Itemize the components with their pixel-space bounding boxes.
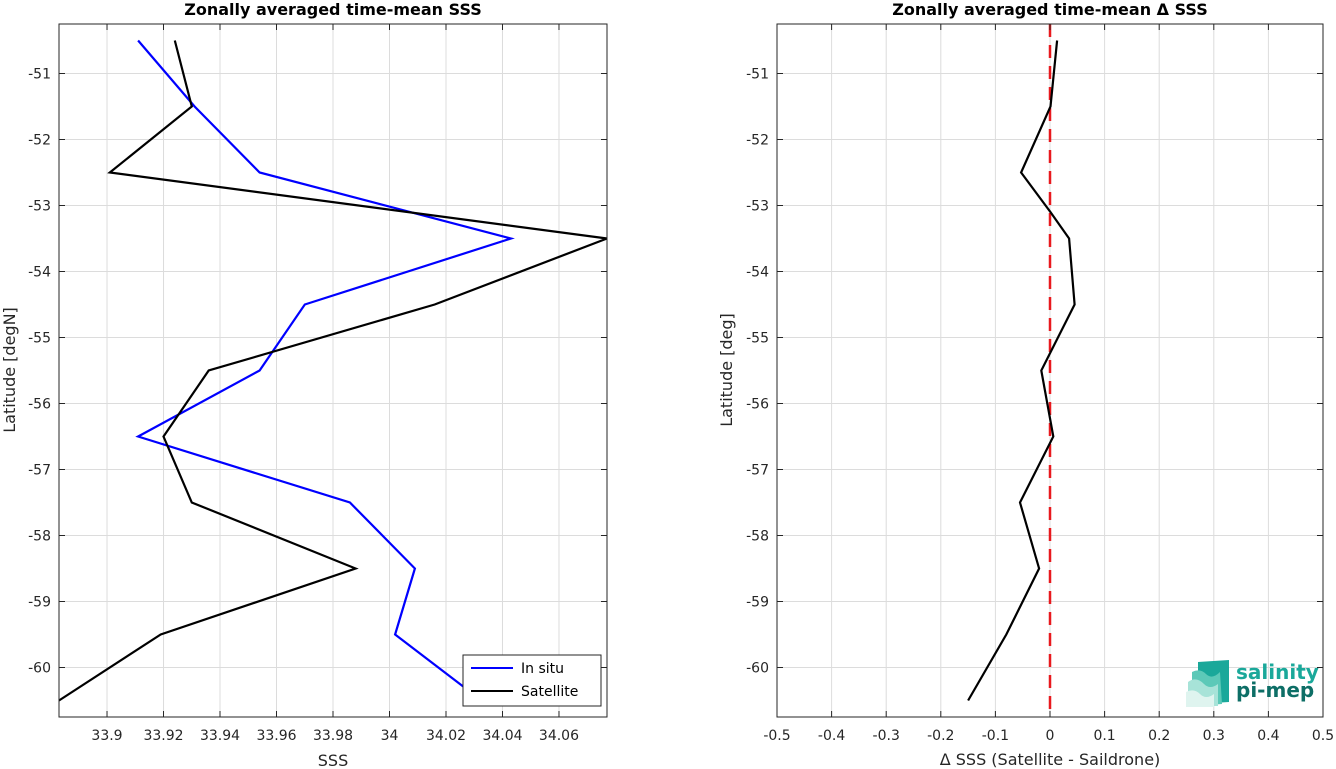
left-y-axis-label: Latitude [degN] (0, 307, 19, 433)
right-x-tick-label: 0.5 (1312, 728, 1334, 744)
right-y-tick-label: -54 (746, 265, 769, 281)
right-y-tick-label: -56 (746, 397, 769, 413)
legend: In situ Satellite (462, 654, 602, 707)
legend-satellite-label: Satellite (521, 684, 578, 700)
right-y-tick-label: -60 (746, 661, 769, 677)
right-x-ticks: -0.5 -0.4 -0.3 -0.2 -0.1 0 0.1 0.2 0.3 0.4 0.5 (763, 24, 1334, 744)
right-series-lines (967, 40, 1076, 702)
right-x-tick-label: -0.3 (873, 728, 900, 744)
left-y-tick-label: -58 (28, 529, 51, 545)
left-x-tick-label: 33.9 (91, 728, 122, 744)
logo-text-pi-mep: pi-mep (1236, 678, 1314, 702)
right-y-tick-label: -57 (746, 463, 769, 479)
right-x-tick-label: -0.4 (818, 728, 845, 744)
left-y-tick-label: -51 (28, 67, 51, 83)
right-x-tick-label: -0.5 (763, 728, 790, 744)
right-y-tick-label: -58 (746, 529, 769, 545)
legend-box (462, 654, 602, 707)
left-series-0-line (135, 39, 515, 692)
right-x-tick-label: -0.1 (982, 728, 1009, 744)
left-y-tick-label: -57 (28, 463, 51, 479)
left-y-ticks: -51 -52 -53 -54 -55 -56 -57 -58 -59 -60 (28, 67, 607, 677)
right-y-axis-label: Latitude [deg] (717, 313, 736, 427)
left-series-1-line (58, 40, 608, 702)
right-chart: Zonally averaged time-mean Δ SSS -0.5 -0.… (717, 0, 1334, 769)
right-x-tick-label: -0.2 (927, 728, 954, 744)
left-y-tick-label: -53 (28, 199, 51, 215)
left-y-tick-label: -55 (28, 331, 51, 347)
right-x-tick-label: 0.4 (1257, 728, 1279, 744)
right-y-tick-label: -53 (746, 199, 769, 215)
left-x-tick-label: 33.96 (256, 728, 296, 744)
left-y-tick-label: -60 (28, 661, 51, 677)
legend-in-situ-label: In situ (521, 661, 564, 677)
left-x-tick-label: 33.94 (200, 728, 240, 744)
right-x-axis-label: Δ SSS (Satellite - Saildrone) (940, 750, 1161, 769)
left-x-ticks: 33.9 33.92 33.94 33.96 33.98 34 34.02 34.04 34.0… (91, 24, 579, 744)
right-x-tick-label: 0 (1046, 728, 1055, 744)
right-y-tick-label: -55 (746, 331, 769, 347)
left-x-tick-label: 34.06 (539, 728, 579, 744)
logo-text-salinity: salinity (1236, 660, 1319, 684)
right-y-tick-label: -52 (746, 133, 769, 149)
left-chart: Zonally averaged time-mean SSS 33.9 33.92… (0, 0, 608, 769)
left-y-tick-label: -56 (28, 397, 51, 413)
left-series-lines (58, 39, 608, 702)
left-x-axis-label: SSS (318, 751, 348, 769)
left-x-tick-label: 33.92 (143, 728, 183, 744)
right-y-tick-label: -59 (746, 595, 769, 611)
left-chart-title: Zonally averaged time-mean SSS (184, 0, 482, 19)
salinity-pi-mep-logo: salinity pi-mep (1186, 660, 1319, 707)
logo-wave-icon (1186, 660, 1229, 707)
left-x-tick-label: 34.04 (482, 728, 522, 744)
left-x-tick-label: 33.98 (313, 728, 353, 744)
right-series-0-line (967, 40, 1076, 702)
left-x-tick-label: 34 (381, 728, 399, 744)
left-y-tick-label: -52 (28, 133, 51, 149)
left-y-tick-label: -59 (28, 595, 51, 611)
right-chart-title: Zonally averaged time-mean Δ SSS (892, 0, 1208, 19)
right-x-tick-label: 0.1 (1093, 728, 1115, 744)
right-x-tick-label: 0.3 (1203, 728, 1225, 744)
left-y-tick-label: -54 (28, 265, 51, 281)
right-y-tick-label: -51 (746, 67, 769, 83)
left-x-tick-label: 34.02 (426, 728, 466, 744)
right-x-tick-label: 0.2 (1148, 728, 1170, 744)
right-y-ticks: -51 -52 -53 -54 -55 -56 -57 -58 -59 -60 (746, 67, 1323, 677)
